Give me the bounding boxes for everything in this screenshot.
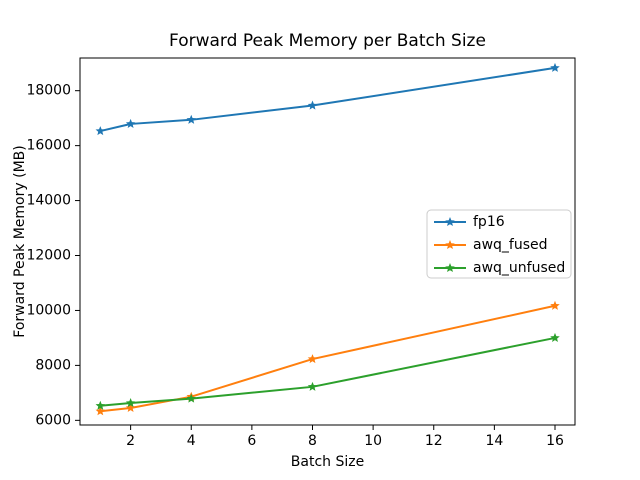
x-tick-label: 4 xyxy=(187,433,196,449)
legend-label-fp16: fp16 xyxy=(473,214,505,230)
x-tick-label: 10 xyxy=(364,433,382,449)
data-point-awq_fused xyxy=(550,300,560,310)
x-tick-label: 8 xyxy=(308,433,317,449)
axes-spines xyxy=(79,57,576,426)
x-tick-label: 12 xyxy=(425,433,443,449)
y-tick-label: 12000 xyxy=(26,248,71,264)
y-axis-label: Forward Peak Memory (MB) xyxy=(12,145,28,337)
legend-sample-marker-awq_unfused xyxy=(445,263,455,273)
series-line-fp16 xyxy=(99,66,556,133)
x-tick-label: 6 xyxy=(247,433,256,449)
series-line-awq_fused xyxy=(99,304,556,413)
data-point-awq_unfused xyxy=(186,393,196,403)
data-point-fp16 xyxy=(186,114,196,124)
data-point-awq_unfused xyxy=(125,398,136,408)
y-tick-label: 18000 xyxy=(26,83,71,99)
y-tick-label: 16000 xyxy=(26,138,71,154)
x-axis-label: Batch Size xyxy=(291,454,364,470)
data-point-awq_unfused xyxy=(550,332,560,342)
y-tick-label: 10000 xyxy=(26,302,71,318)
x-tick-label: 2 xyxy=(126,433,135,449)
legend-box xyxy=(426,209,572,279)
legend-label-awq_unfused: awq_unfused xyxy=(473,260,565,276)
data-point-fp16 xyxy=(125,118,136,128)
x-tick-label: 14 xyxy=(485,433,503,449)
data-point-awq_fused xyxy=(125,402,136,413)
data-point-fp16 xyxy=(95,126,106,136)
data-point-fp16 xyxy=(550,62,560,72)
data-point-awq_unfused xyxy=(307,381,318,391)
y-tick-label: 14000 xyxy=(26,193,71,209)
y-tick-label: 6000 xyxy=(35,412,71,428)
legend-sample-marker-fp16 xyxy=(445,217,455,227)
series-line-awq_unfused xyxy=(99,336,556,407)
x-tick-label: 16 xyxy=(546,433,564,449)
legend-sample-marker-awq_fused xyxy=(445,240,455,250)
y-tick-label: 8000 xyxy=(35,357,71,373)
data-point-fp16 xyxy=(307,100,318,110)
chart-title: Forward Peak Memory per Batch Size xyxy=(169,31,486,51)
legend-label-awq_fused: awq_fused xyxy=(473,237,548,253)
data-point-awq_fused xyxy=(95,406,106,416)
data-point-awq_fused xyxy=(307,354,318,364)
data-point-awq_unfused xyxy=(95,400,106,410)
